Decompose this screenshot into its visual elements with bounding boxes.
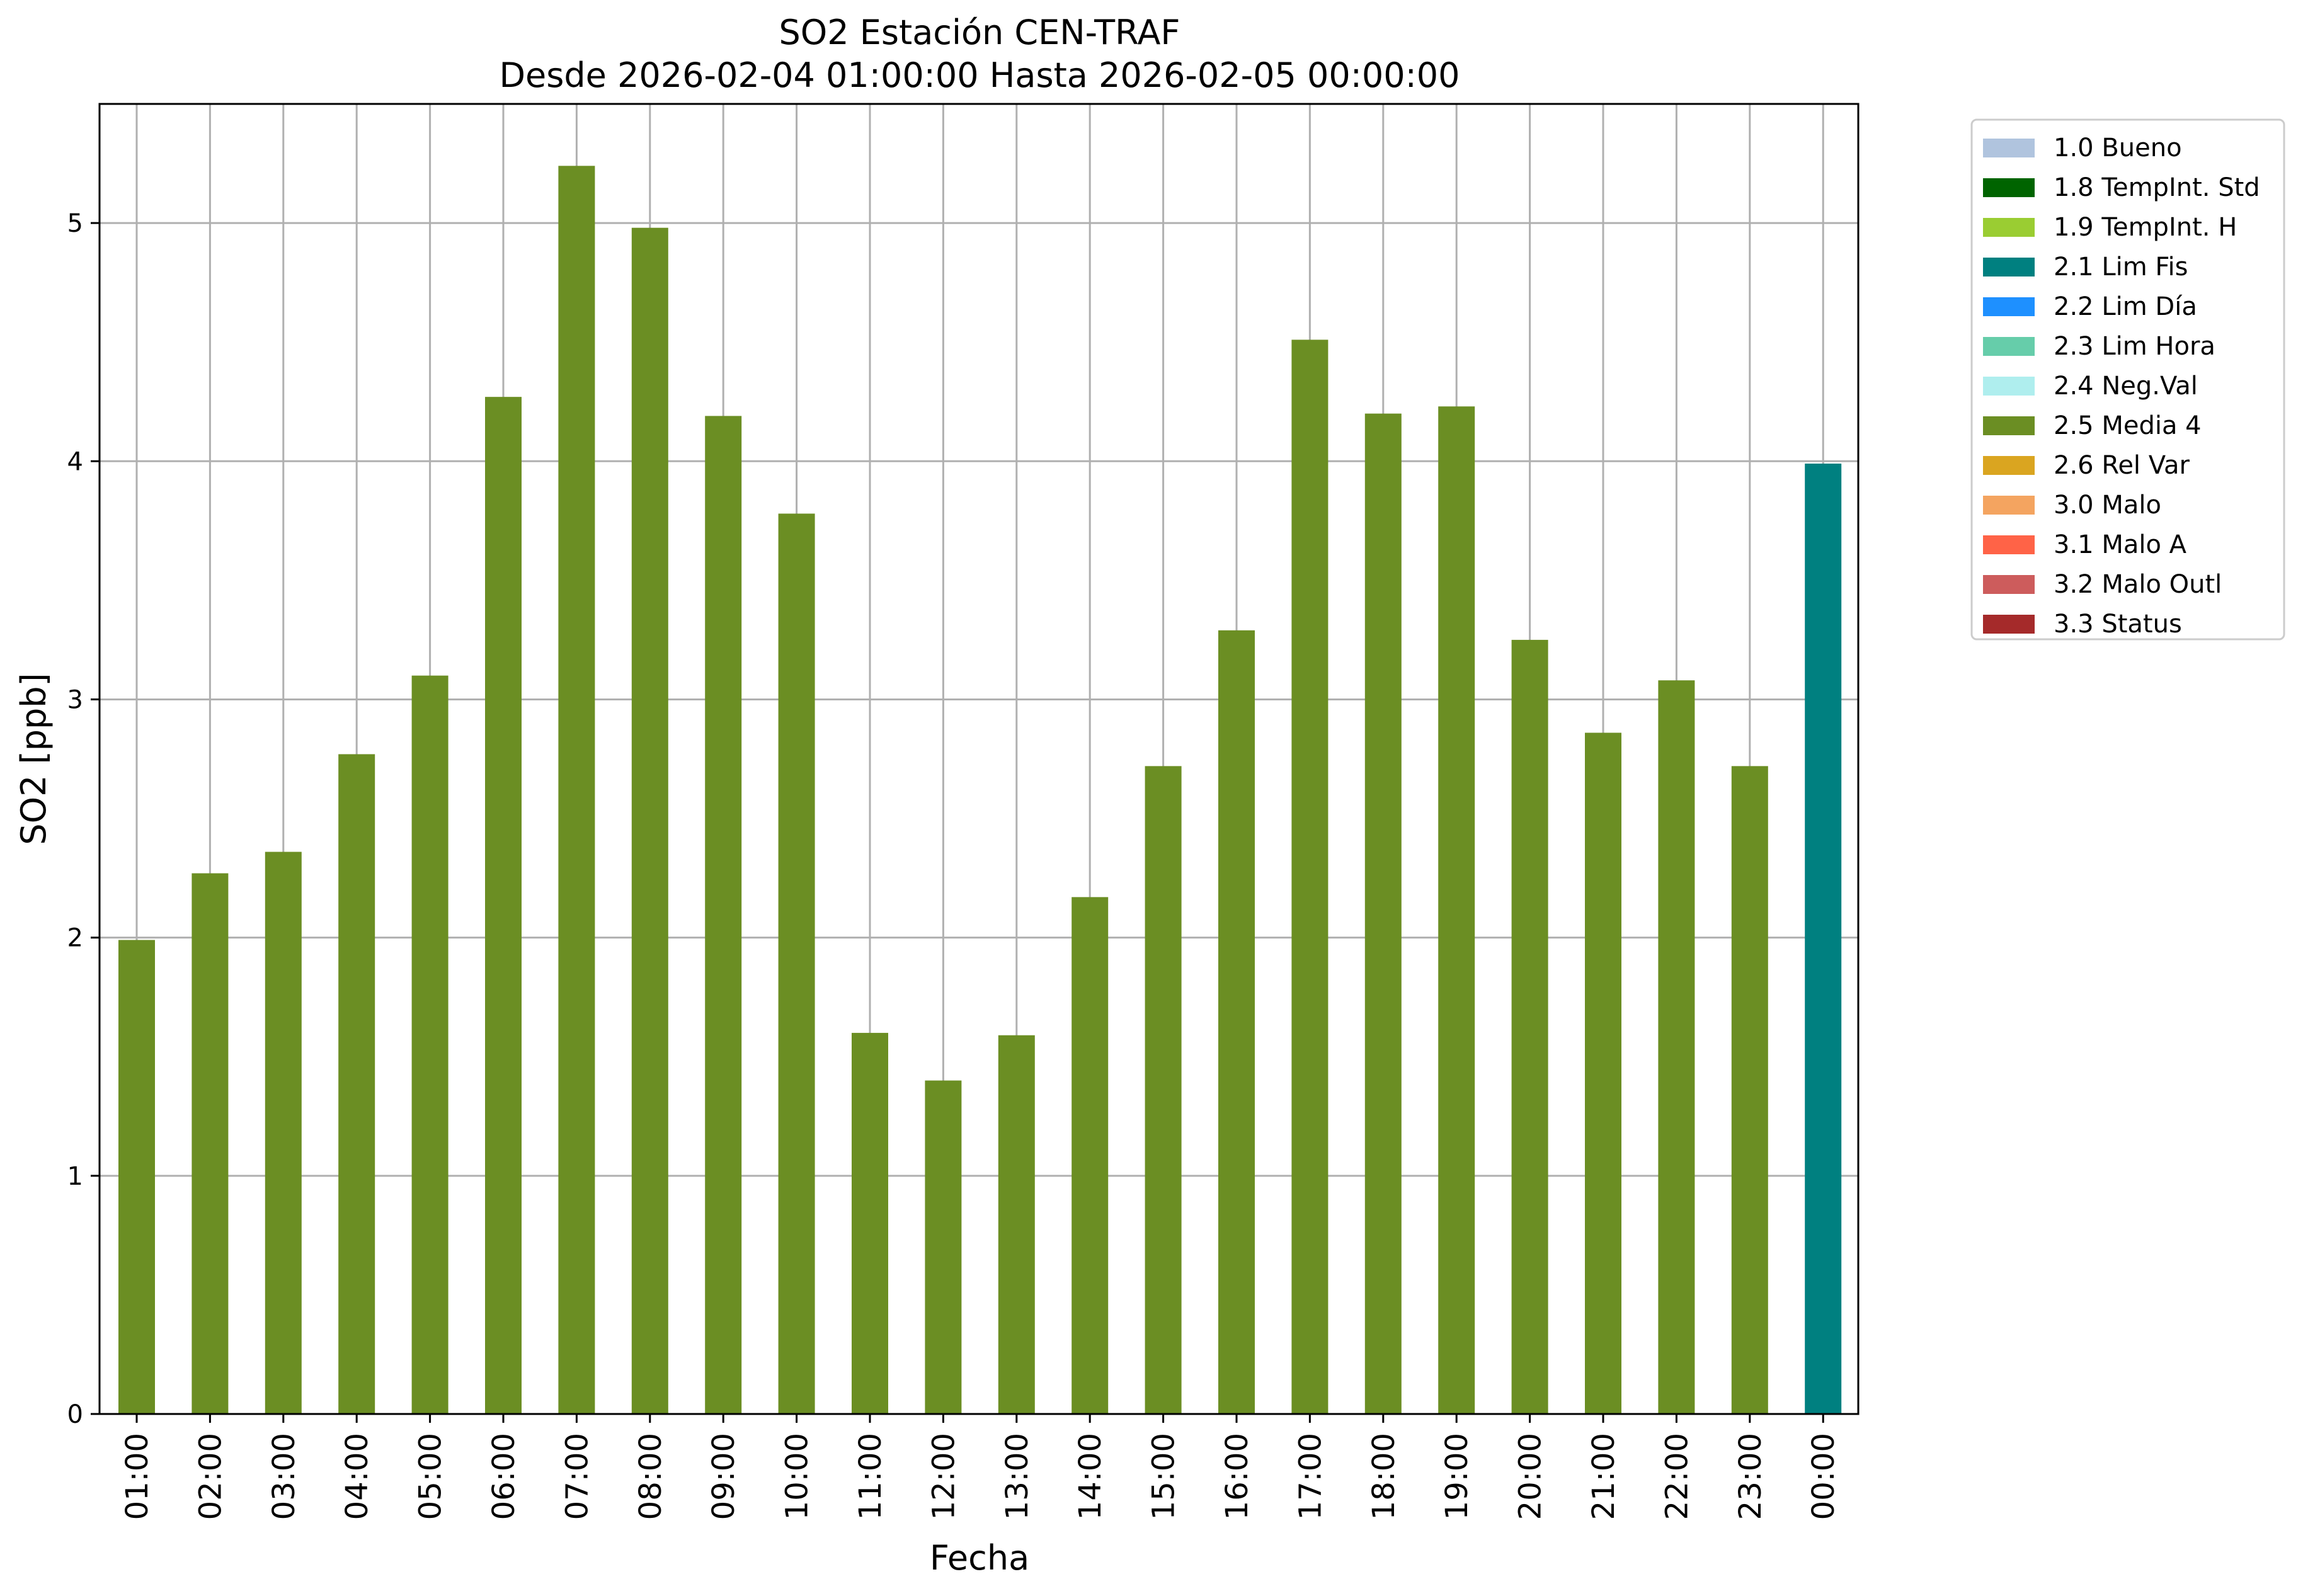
legend-swatch [1983, 496, 2035, 515]
legend-swatch [1983, 615, 2035, 634]
legend-label: 2.1 Lim Fis [2054, 253, 2188, 282]
bar [191, 873, 229, 1414]
x-tick-label: 07:00 [559, 1433, 595, 1520]
legend-label: 2.5 Media 4 [2054, 411, 2202, 440]
bar [1585, 732, 1621, 1414]
legend-label: 2.2 Lim Día [2054, 292, 2197, 321]
legend-label: 1.8 TempInt. Std [2054, 173, 2260, 202]
bar [118, 940, 155, 1414]
x-tick-label: 00:00 [1806, 1433, 1841, 1520]
bar [558, 166, 595, 1414]
bar [1511, 639, 1548, 1414]
legend-swatch [1983, 575, 2035, 594]
legend-swatch [1983, 139, 2035, 157]
legend-label: 2.3 Lim Hora [2054, 332, 2215, 361]
y-axis: 0 1 2 3 4 5 [67, 209, 100, 1429]
x-tick-label: 11:00 [853, 1433, 888, 1520]
bar [1438, 406, 1475, 1414]
legend-label: 3.3 Status [2054, 610, 2182, 639]
x-axis: 01:00 02:00 03:00 04:00 05:00 06:00 07:00 08:00… [120, 1414, 1841, 1520]
legend-swatch [1983, 218, 2035, 237]
bar [1218, 630, 1255, 1415]
bar [1364, 413, 1402, 1414]
bar [1731, 766, 1768, 1414]
bar [1145, 766, 1182, 1414]
chart-subtitle: Desde 2026-02-04 01:00:00 Hasta 2026-02-… [499, 55, 1460, 95]
legend-label: 3.1 Malo A [2054, 530, 2187, 559]
x-tick-label: 03:00 [266, 1433, 302, 1520]
y-tick-label: 2 [67, 924, 83, 953]
x-tick-label: 05:00 [413, 1433, 449, 1520]
legend-label: 3.2 Malo Outl [2054, 570, 2222, 599]
bar [1658, 680, 1695, 1414]
x-tick-label: 08:00 [633, 1433, 668, 1520]
legend-label: 3.0 Malo [2054, 491, 2161, 520]
legend-swatch [1983, 377, 2035, 396]
legend-frame [1970, 118, 2285, 641]
bar [485, 397, 522, 1415]
legend-swatch [1983, 258, 2035, 276]
bar [1805, 464, 1842, 1414]
x-tick-label: 14:00 [1073, 1433, 1108, 1520]
x-tick-label: 04:00 [340, 1433, 375, 1520]
legend-label: 2.6 Rel Var [2054, 451, 2190, 480]
bar [338, 754, 375, 1414]
x-tick-label: 12:00 [926, 1433, 961, 1520]
y-axis-label: SO2 [ppb] [14, 673, 54, 845]
x-tick-label: 16:00 [1220, 1433, 1255, 1520]
bar [631, 227, 668, 1414]
bar [778, 513, 815, 1415]
bar [925, 1080, 962, 1414]
legend-label: 1.9 TempInt. H [2054, 213, 2237, 242]
x-tick-label: 15:00 [1146, 1433, 1182, 1520]
x-tick-label: 23:00 [1733, 1433, 1768, 1520]
legend-swatch [1983, 337, 2035, 356]
x-tick-label: 09:00 [706, 1433, 741, 1520]
x-tick-label: 01:00 [120, 1433, 155, 1520]
bar [852, 1032, 888, 1414]
x-tick-label: 10:00 [780, 1433, 815, 1520]
bar [411, 675, 449, 1414]
y-tick-label: 5 [67, 209, 83, 238]
x-tick-label: 02:00 [193, 1433, 228, 1520]
x-tick-label: 17:00 [1293, 1433, 1328, 1520]
bar [1291, 339, 1329, 1414]
x-tick-label: 13:00 [1000, 1433, 1035, 1520]
x-tick-label: 19:00 [1439, 1433, 1475, 1520]
bar [705, 416, 742, 1414]
bar [1071, 897, 1109, 1414]
plot-frame [98, 103, 1860, 1415]
y-tick-label: 3 [67, 685, 83, 714]
y-tick-label: 4 [67, 447, 83, 476]
bar [998, 1035, 1035, 1414]
x-axis-label: Fecha [930, 1538, 1029, 1578]
legend-label: 1.0 Bueno [2054, 134, 2182, 162]
bar [265, 852, 302, 1414]
legend-swatch [1983, 297, 2035, 316]
bars-group [118, 166, 1842, 1415]
y-tick-label: 0 [67, 1400, 83, 1429]
x-tick-label: 22:00 [1659, 1433, 1694, 1520]
x-tick-label: 06:00 [486, 1433, 522, 1520]
legend-swatch [1983, 535, 2035, 554]
x-tick-label: 18:00 [1366, 1433, 1402, 1520]
legend: 1.0 Bueno 1.8 TempInt. Std 1.9 TempInt. H 2… [1970, 118, 2285, 641]
legend-swatch [1983, 456, 2035, 475]
legend-swatch [1983, 178, 2035, 197]
x-tick-label: 21:00 [1586, 1433, 1621, 1520]
chart-title: SO2 Estación CEN-TRAF [779, 13, 1180, 52]
legend-swatch [1983, 416, 2035, 435]
legend-label: 2.4 Neg.Val [2054, 372, 2198, 401]
x-tick-label: 20:00 [1513, 1433, 1548, 1520]
y-tick-label: 1 [67, 1162, 83, 1191]
